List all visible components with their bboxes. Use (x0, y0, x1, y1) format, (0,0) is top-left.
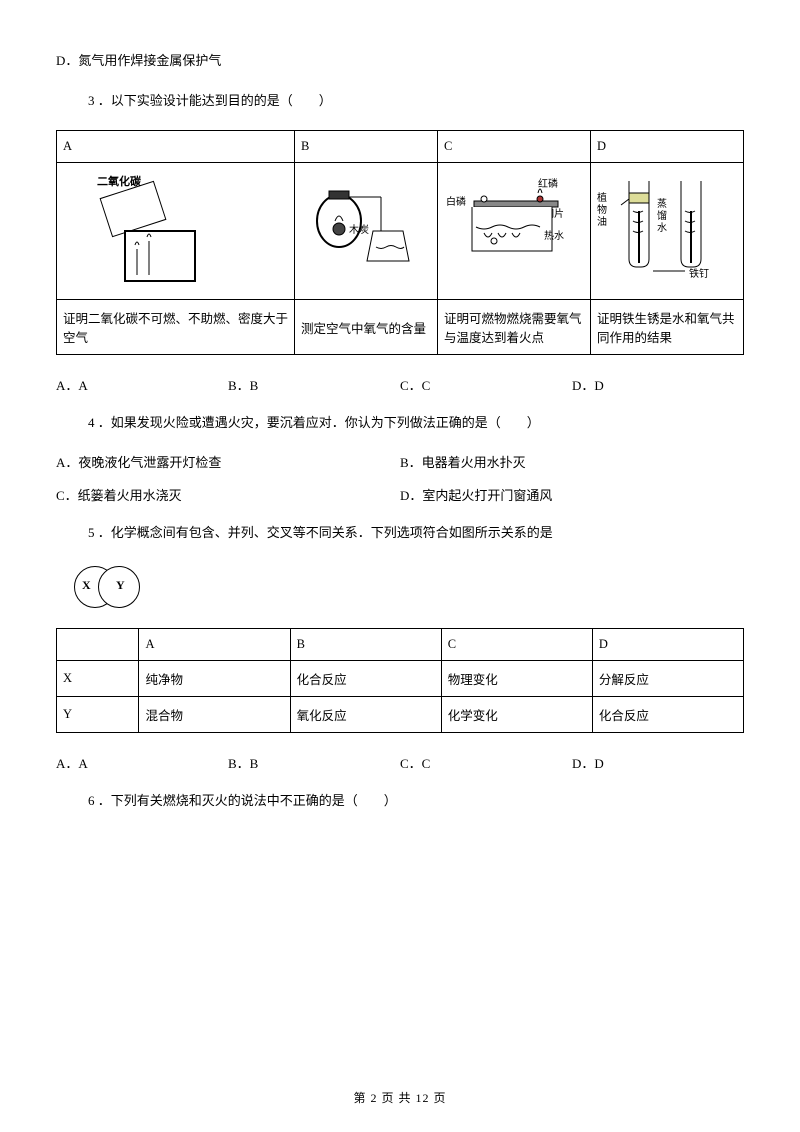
q3-diagram-a: 二氧化碳 (57, 163, 295, 300)
q3-opt-b: B．B (228, 375, 400, 394)
q5-r1c0: X (57, 661, 139, 697)
q3-desc-d: 证明铁生锈是水和氧气共同作用的结果 (591, 300, 744, 355)
label-water: 蒸馏水 (657, 198, 667, 234)
q3-diagram-b: 木炭 (295, 163, 438, 300)
q5-r2c4: 化合反应 (592, 697, 743, 733)
q5-table: A B C D X 纯净物 化合反应 物理变化 分解反应 Y 混合物 氧化反应 … (56, 628, 744, 733)
q3-hdr-b: B (295, 131, 438, 163)
q3-stem: 3 ．以下实验设计能达到目的的是（ ） (56, 90, 744, 112)
q5-r2c2: 氧化反应 (290, 697, 441, 733)
q5-opt-b: B．B (228, 753, 400, 772)
q3-hdr-d: D (591, 131, 744, 163)
q4-opt-c: C．纸篓着火用水浇灭 (56, 485, 400, 504)
q3-desc-a: 证明二氧化碳不可燃、不助燃、密度大于空气 (57, 300, 295, 355)
q2-option-d: D．氮气用作焊接金属保护气 (56, 50, 744, 72)
q5-r2c0: Y (57, 697, 139, 733)
q3-hdr-c: C (438, 131, 591, 163)
q5-stem: 5 ．化学概念间有包含、并列、交叉等不同关系．下列选项符合如图所示关系的是 (56, 522, 744, 544)
q3-desc-b: 测定空气中氧气的含量 (295, 300, 438, 355)
q5-h2: B (290, 629, 441, 661)
label-co2: 二氧化碳 (97, 174, 142, 188)
q3-table: A B C D 二氧化碳 (56, 130, 744, 355)
q5-h1: A (139, 629, 290, 661)
label-red-p: 红磷 (538, 177, 558, 190)
q5-r2c3: 化学变化 (441, 697, 592, 733)
q4-opt-a: A．夜晚液化气泄露开灯检查 (56, 452, 400, 471)
q5-h0 (57, 629, 139, 661)
q5-opt-d: D．D (572, 753, 744, 772)
q3-opt-c: C．C (400, 375, 572, 394)
q5-h3: C (441, 629, 592, 661)
q3-diagram-c: 白磷 红磷 铜片 热水 (438, 163, 591, 300)
q3-hdr-a: A (57, 131, 295, 163)
page-footer: 第 2 页 共 12 页 (0, 1089, 800, 1106)
q4-stem: 4 ．如果发现火险或遭遇火灾，要沉着应对．你认为下列做法正确的是（ ） (56, 412, 744, 434)
label-charcoal: 木炭 (349, 224, 369, 236)
q5-r1c4: 分解反应 (592, 661, 743, 697)
q6-stem: 6 ．下列有关燃烧和灭火的说法中不正确的是（ ） (56, 790, 744, 812)
q3-desc-c: 证明可燃物燃烧需要氧气与温度达到着火点 (438, 300, 591, 355)
q5-r2c1: 混合物 (139, 697, 290, 733)
q4-opt-b: B．电器着火用水扑灭 (400, 452, 744, 471)
venn-x: X (82, 578, 91, 593)
q5-opt-c: C．C (400, 753, 572, 772)
label-white-p: 白磷 (446, 195, 466, 208)
q5-r1c1: 纯净物 (139, 661, 290, 697)
q3-options: A．A B．B C．C D．D (56, 375, 744, 394)
q3-diagram-d: 植物油 蒸馏水 铁钉 (591, 163, 744, 300)
q5-h4: D (592, 629, 743, 661)
label-oil: 植物油 (597, 191, 607, 228)
venn-y: Y (116, 578, 125, 593)
q5-opt-a: A．A (56, 753, 228, 772)
q5-r1c3: 物理变化 (441, 661, 592, 697)
q3-opt-a: A．A (56, 375, 228, 394)
q5-venn-diagram: X Y (68, 562, 148, 612)
label-hot: 热水 (544, 229, 564, 242)
q5-r1c2: 化合反应 (290, 661, 441, 697)
q4-opt-d: D．室内起火打开门窗通风 (400, 485, 744, 504)
label-nail: 铁钉 (689, 267, 709, 280)
q5-options: A．A B．B C．C D．D (56, 753, 744, 772)
q3-opt-d: D．D (572, 375, 744, 394)
